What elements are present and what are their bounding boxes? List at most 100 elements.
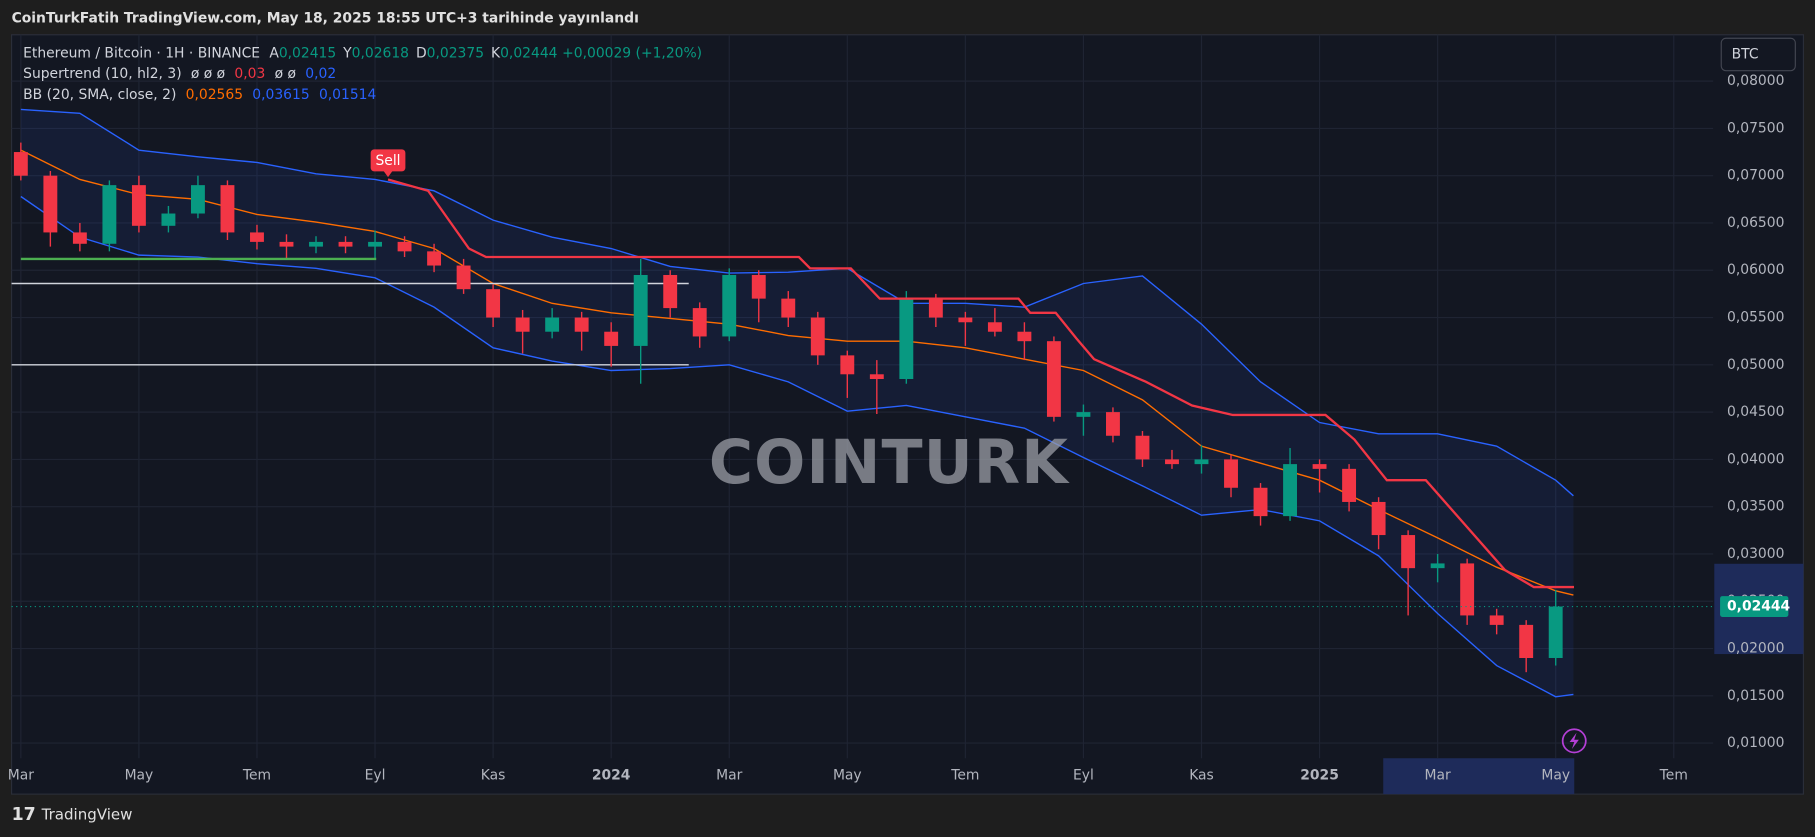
supertrend-label: Supertrend (10, hl2, 3): [23, 66, 181, 82]
candle-body: [1165, 459, 1179, 465]
candle-body: [279, 241, 294, 247]
candle-body: [1076, 412, 1091, 417]
footer-brand: TradingView: [41, 805, 133, 823]
logo-mark: 17: [12, 805, 36, 825]
symbol-line: Ethereum / Bitcoin · 1H · BINANCE A0,0241…: [23, 45, 702, 61]
candle-body: [1135, 435, 1150, 460]
bb-value: 0,02565: [186, 87, 243, 103]
supertrend-empty: ø ø: [275, 66, 296, 82]
x-tick-label: Mar: [716, 768, 742, 784]
y-tick-label: 0,08000: [1727, 73, 1784, 89]
candle-body: [958, 317, 973, 323]
last-price-box: [1720, 596, 1789, 617]
y-tick-label: 0,05000: [1727, 357, 1784, 373]
candle-body: [1224, 459, 1238, 488]
candle-body: [1401, 535, 1416, 569]
y-tick-label: 0,01000: [1727, 735, 1784, 751]
candle-body: [456, 265, 471, 290]
x-tick-label: Tem: [950, 768, 979, 784]
x-tick-label: 2025: [1300, 768, 1339, 784]
candle-body: [1460, 563, 1475, 616]
sell-label: Sell: [375, 153, 400, 169]
y-tick-label: 0,01500: [1727, 688, 1784, 704]
candle-body: [869, 374, 884, 380]
candle-body: [1312, 464, 1327, 469]
supertrend-down-line: [387, 178, 1574, 589]
candle-body: [604, 331, 619, 346]
candle-body: [13, 152, 28, 176]
candle-body: [43, 175, 58, 233]
alert-bolt: [1569, 732, 1579, 749]
x-tick-label: May: [125, 768, 154, 784]
y-tick-label: 0,07500: [1727, 120, 1784, 136]
y-tick-label: 0,03500: [1727, 499, 1784, 515]
candle-body: [840, 355, 855, 375]
candle-body: [574, 317, 589, 332]
change: +0,00029 (+1,20%): [562, 45, 702, 61]
currency-button[interactable]: [1720, 37, 1796, 72]
candle-body: [1253, 487, 1268, 517]
x-tick-label: May: [833, 768, 862, 784]
candle-body: [161, 213, 176, 226]
candle-body: [220, 185, 235, 233]
candle-body: [928, 298, 943, 318]
legend: Ethereum / Bitcoin · 1H · BINANCE A0,0241…: [23, 45, 702, 103]
x-tick-label: Eyl: [365, 768, 386, 784]
sell-badge: [370, 149, 406, 172]
y-tick-label: 0,06500: [1727, 215, 1784, 231]
x-tick-label: Kas: [481, 768, 506, 784]
ohlc-key: Y: [342, 45, 352, 61]
candle-body: [1548, 606, 1563, 658]
x-tick-label: Kas: [1189, 768, 1214, 784]
candle-body: [190, 185, 205, 214]
bb-value: 0,01514: [319, 87, 377, 103]
x-tick-label: May: [1541, 768, 1570, 784]
candle-body: [515, 317, 530, 332]
candle-body: [633, 274, 648, 346]
supertrend-value: 0,03: [234, 66, 265, 82]
candle-body: [899, 298, 914, 380]
bb-upper-line: [20, 108, 1574, 497]
sell-pointer: [383, 170, 393, 178]
y-tick-label: 0,02000: [1727, 641, 1784, 657]
candle-body: [309, 241, 323, 247]
candle-body: [1430, 563, 1445, 569]
supertrend-line: Supertrend (10, hl2, 3) ø ø ø 0,03 ø ø 0,02: [23, 66, 336, 82]
y-tick-label: 0,03000: [1727, 546, 1784, 562]
x-tick-label: 2024: [592, 768, 631, 784]
alert-icon[interactable]: [1561, 728, 1587, 754]
y-tick-label: 0,04000: [1727, 451, 1784, 467]
symbol: Ethereum / Bitcoin · 1H · BINANCE: [23, 45, 260, 61]
candle-body: [338, 241, 353, 247]
x-tick-label: Mar: [1425, 768, 1451, 784]
x-tick-label: Mar: [8, 768, 34, 784]
candle-body: [692, 308, 707, 337]
last-price-label: 0,02444: [1727, 599, 1791, 615]
ohlc-key: K: [491, 45, 501, 61]
bb-lower-line: [20, 195, 1574, 698]
y-tick-label: 0,06000: [1727, 262, 1784, 278]
candle-body: [751, 274, 766, 299]
currency-label[interactable]: BTC: [1732, 46, 1759, 62]
ohlc-key: A: [269, 45, 279, 61]
candle-body: [663, 274, 678, 309]
band-fill: [20, 109, 1574, 697]
candle-body: [1106, 412, 1120, 436]
candle-body: [810, 317, 825, 356]
candle-body: [368, 241, 382, 247]
y-tick-label: 0,05500: [1727, 310, 1784, 326]
ohlc-value: 0,02375: [427, 45, 484, 61]
y-tick-label: 0,04500: [1727, 404, 1784, 420]
candle-body: [1017, 331, 1032, 342]
candle-body: [1283, 464, 1297, 517]
candle-body: [397, 241, 412, 252]
candle-body: [131, 185, 146, 226]
supertrend-value: 0,02: [305, 66, 336, 82]
candle-body: [427, 251, 442, 266]
candle-body: [486, 289, 501, 318]
candle-body: [781, 298, 796, 318]
x-tick-label: Eyl: [1073, 768, 1094, 784]
x-tick-label: Tem: [242, 768, 271, 784]
